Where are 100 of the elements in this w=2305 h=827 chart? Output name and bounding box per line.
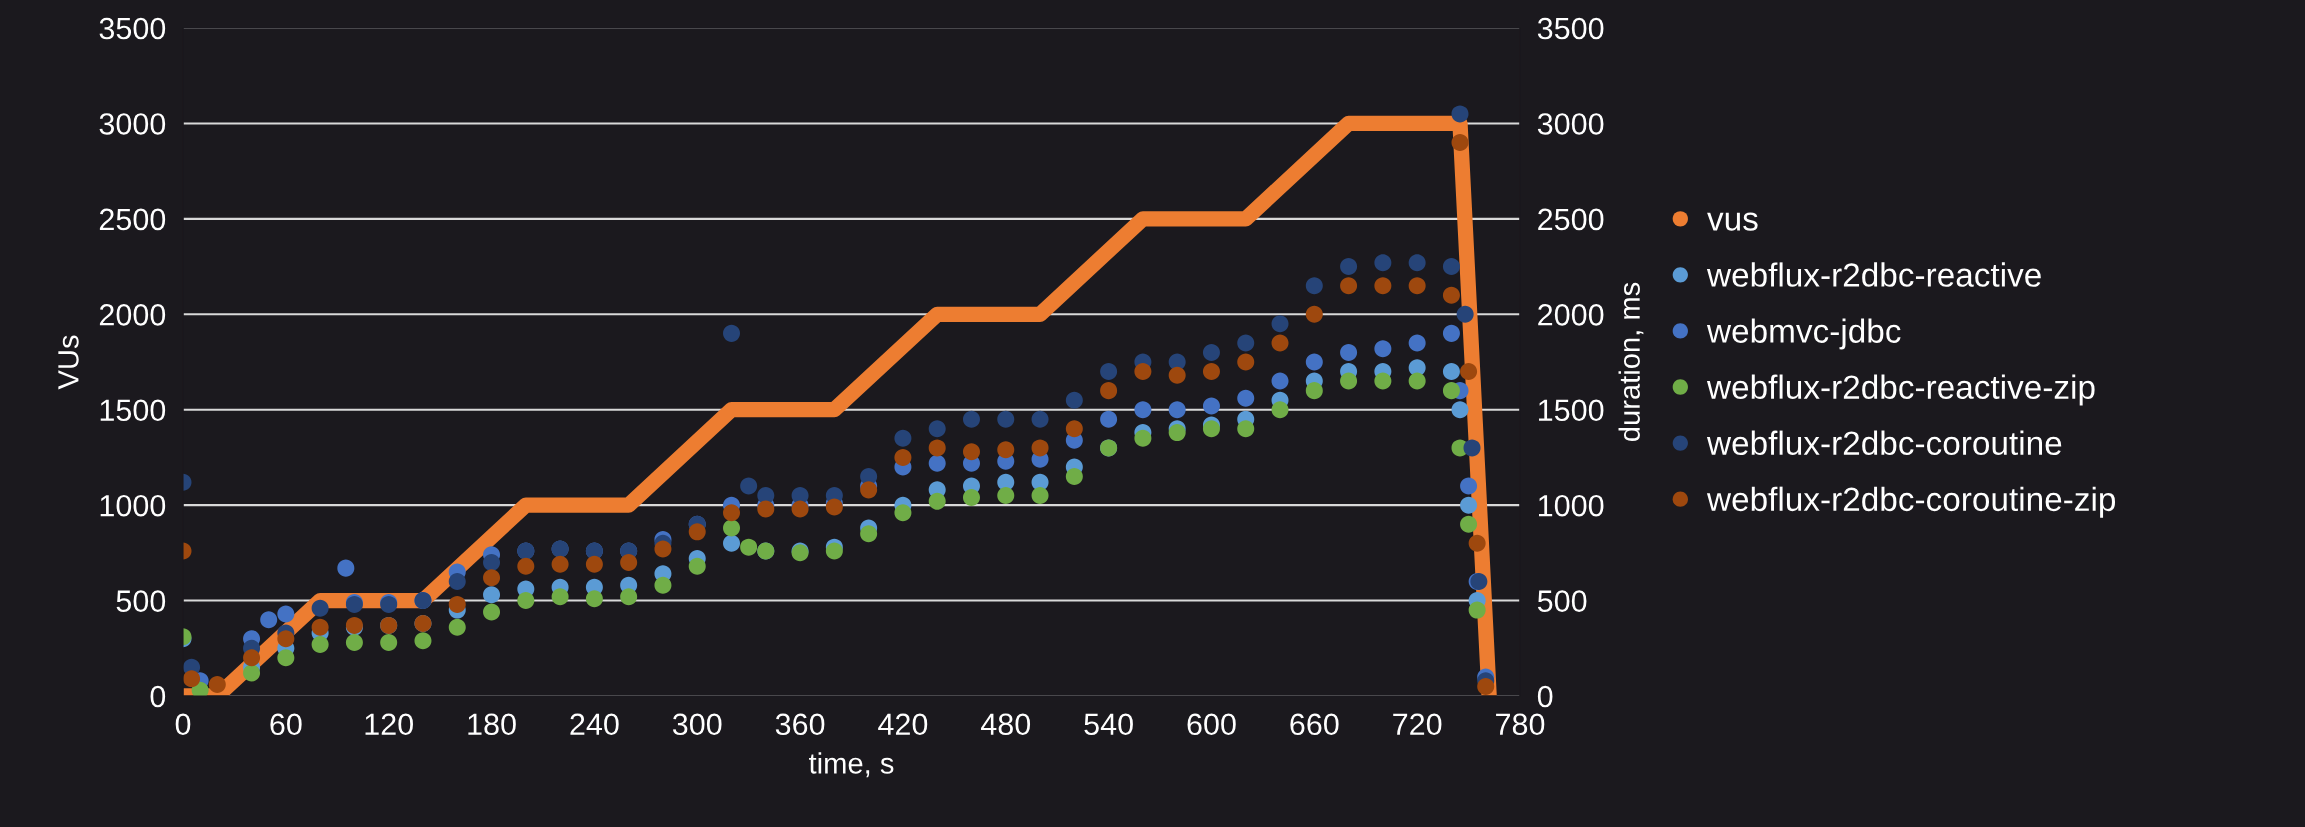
point [1031,410,1049,428]
x-tick-label: 180 [468,713,516,736]
point [1271,401,1289,419]
point [1168,401,1186,419]
point [483,586,501,604]
point [928,492,946,510]
point [1408,277,1426,295]
point [620,553,638,571]
point [757,500,775,518]
y-axis-title: VUs [58,335,79,390]
point [551,588,569,606]
point [277,649,295,667]
y-tick-label: 500 [116,590,166,612]
point [1031,487,1049,505]
point [1442,286,1460,304]
point [1100,410,1118,428]
point [1463,439,1481,457]
point [1340,343,1358,361]
point [1065,420,1083,438]
point [1408,334,1426,352]
y2-tick-label: 3500 [1537,17,1604,40]
point [740,538,758,556]
point [1477,677,1495,695]
y2-tick-label: 0 [1537,685,1553,708]
point [1408,372,1426,390]
y2-tick-label: 3000 [1537,113,1604,135]
y2-tick-label: 1500 [1539,399,1604,422]
point [483,553,501,571]
legend-label: webflux-r2dbc-reactive-zip [1706,374,2095,406]
x-tick-label: 600 [1187,713,1236,736]
point [551,555,569,573]
point [1374,340,1392,358]
point [1031,439,1049,457]
x-tick-label: 60 [270,713,302,736]
point [825,498,843,516]
point [1271,315,1289,333]
point [1100,382,1118,400]
point [1100,363,1118,381]
point [1468,534,1486,552]
point [1442,324,1460,342]
point [1237,334,1255,352]
point [1305,382,1323,400]
point [1340,277,1358,295]
point [997,410,1015,428]
point [1305,353,1323,371]
point [483,603,501,621]
point [483,569,501,587]
point [860,481,878,499]
point [1202,343,1220,361]
point [1460,363,1478,381]
point [894,429,912,447]
point [183,670,201,688]
y2-tick-label: 500 [1537,590,1587,612]
x-tick-label: 360 [775,713,825,736]
point [688,557,706,575]
point [1442,258,1460,276]
point [1134,401,1152,419]
point [928,420,946,438]
y2-axis-title: duration, ms [1618,282,1644,442]
y2-tick-label: 1000 [1539,494,1604,517]
point [928,454,946,472]
point [860,525,878,543]
point [243,649,261,667]
point [1460,477,1478,495]
point [723,504,741,522]
point [1374,277,1392,295]
point [1460,515,1478,533]
y-tick-label: 1500 [100,399,166,422]
point [1065,468,1083,486]
legend-label: webflux-r2dbc-reactive [1706,262,2041,287]
point [825,542,843,560]
point [1305,305,1323,323]
point [585,555,603,573]
point [1374,254,1392,272]
point [1468,601,1486,619]
point [1237,353,1255,371]
point [1340,258,1358,276]
y-tick-label: 0 [150,685,166,708]
point [1374,372,1392,390]
point [1202,397,1220,415]
x-tick-label: 0 [175,713,191,736]
point [585,590,603,608]
point [962,489,980,507]
x-tick-label: 480 [980,713,1031,736]
point [723,534,741,552]
point [1065,391,1083,409]
point [1168,366,1186,384]
x-tick-label: 120 [365,713,413,736]
point [1460,496,1478,514]
point [1442,382,1460,400]
point [311,618,329,636]
y-tick-label: 1000 [100,494,166,517]
point [448,595,466,613]
point [1442,363,1460,381]
point [1134,363,1152,381]
point [620,588,638,606]
point [448,572,466,590]
point [1451,105,1469,123]
x-axis-title: time, s [809,752,894,778]
point [723,324,741,342]
